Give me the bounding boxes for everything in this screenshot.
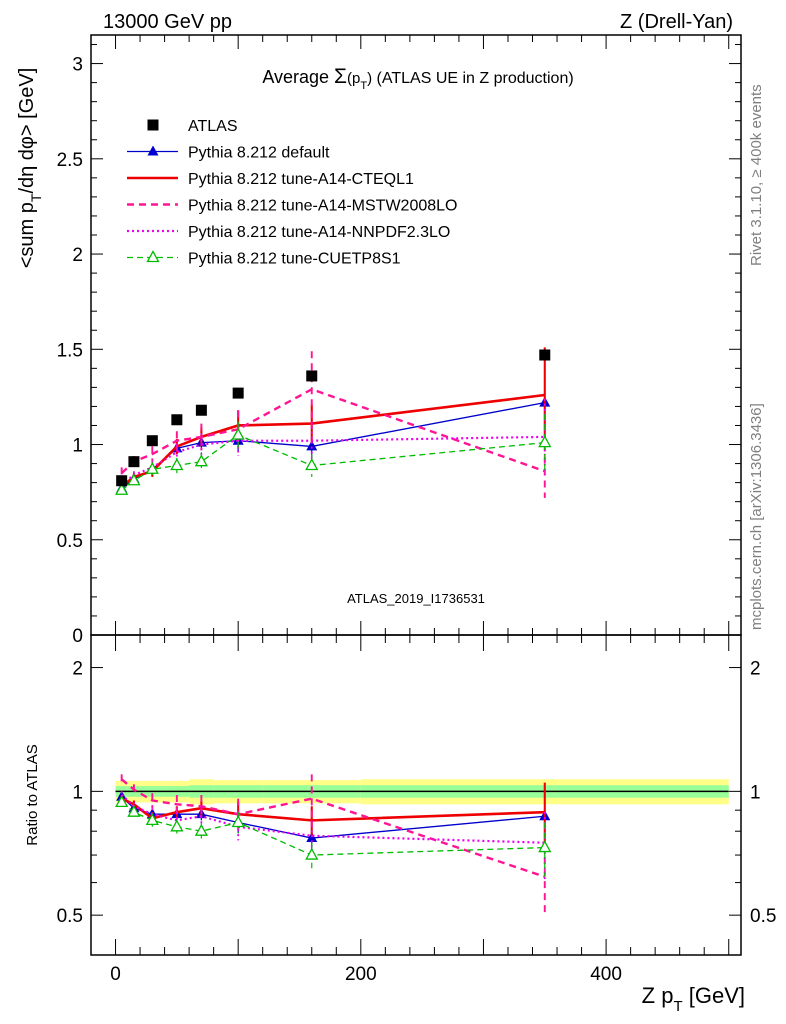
legend-label-cuetp: Pythia 8.212 tune-CUETP8S1	[188, 251, 401, 268]
ratio-nnpdf-line	[120, 794, 545, 844]
main-y-tick-label: 0.5	[57, 531, 83, 552]
ratio-cuetp-point	[194, 823, 208, 836]
legend-marker-default	[147, 145, 159, 156]
x-tick-label: 0	[110, 964, 121, 985]
main-cuetp-line	[121, 434, 545, 491]
ratio-cuetp-point	[127, 804, 141, 817]
ratio-y-tick-label: 2	[72, 659, 83, 680]
ratio-cteql1-line	[121, 797, 545, 822]
legend-label-mstw: Pythia 8.212 tune-A14-MSTW2008LO	[188, 198, 457, 215]
legend-label-cteql1: Pythia 8.212 tune-A14-CTEQL1	[188, 171, 414, 188]
legend: ATLAS Pythia 8.212 default Pythia 8.212 tu…	[127, 118, 457, 268]
rivet-label: Rivet 3.1.10, ≥ 400k events	[748, 84, 765, 266]
main-y-tick-label: 0	[72, 626, 83, 647]
header-left: 13000 GeV pp	[103, 11, 232, 33]
ratio-cuetp-point	[145, 813, 159, 826]
main-ATLAS-point	[171, 414, 183, 426]
main-cuetp-point	[115, 482, 129, 495]
main-cteql1-line	[120, 393, 545, 488]
main-cuetp-point	[231, 427, 245, 440]
legend-marker-ATLAS	[147, 119, 159, 131]
main-ATLAS-point	[195, 404, 207, 416]
main-cuetp-point	[170, 458, 184, 471]
ratio-cuetp-point	[305, 847, 319, 860]
main-ATLAS-point	[128, 456, 140, 468]
ratio-x-axis: 0 200 400	[110, 635, 730, 985]
main-y-tick-label: 2.5	[57, 150, 83, 171]
main-cuetp-point	[305, 458, 319, 471]
ratio-cuetp-point	[538, 840, 552, 853]
ratio-y-tick-label-right: 1	[750, 782, 761, 803]
main-x-ticks	[115, 35, 730, 635]
header-right: Z (Drell-Yan)	[620, 11, 733, 33]
main-ATLAS-point	[146, 435, 158, 447]
ratio-y-tick-label-right: 0.5	[750, 906, 776, 927]
main-y-tick-label: 3	[72, 55, 83, 76]
ratio-cuetp-point	[170, 819, 184, 832]
main-ATLAS-point	[306, 370, 318, 382]
main-panel: 0 0.5 1 1.5 2 2.5 3 Average Σ(pT) (ATLAS UE in…	[16, 34, 742, 647]
main-ATLAS-point	[232, 387, 244, 399]
ratio-y-axis: 0.5 0.5 1 1 2 2	[57, 659, 777, 928]
ratio-series	[115, 774, 552, 916]
x-tick-label: 200	[345, 964, 377, 985]
main-cuetp-point	[194, 454, 208, 467]
x-tick-label: 400	[590, 964, 622, 985]
legend-label-ATLAS: ATLAS	[188, 118, 238, 135]
ratio-panel: 0.5 0.5 1 1 2 2 0 200 400 Ratio to ATLAS Z pT […	[24, 634, 777, 1015]
main-y-axis: 0 0.5 1 1.5 2 2.5 3	[57, 44, 741, 647]
main-cuetp-point	[127, 473, 141, 486]
main-series	[115, 347, 552, 498]
main-ATLAS-point	[539, 349, 551, 361]
mcplots-label: mcplots.cern.ch [arXiv:1306.3436]	[748, 403, 765, 630]
main-y-tick-label: 2	[72, 245, 83, 266]
ratio-mstw-line	[120, 778, 546, 878]
ratio-cuetp-point	[231, 815, 245, 828]
main-ATLAS-point	[116, 475, 128, 487]
main-default-point	[306, 440, 318, 451]
ratio-y-tick-label: 1	[72, 782, 83, 803]
ratio-y-tick-label-right: 2	[750, 659, 761, 680]
legend-label-default: Pythia 8.212 default	[188, 145, 330, 162]
ratio-y-tick-label: 0.5	[57, 906, 83, 927]
ratio-frame	[90, 634, 742, 956]
main-default-line	[121, 401, 545, 489]
main-cuetp-point	[145, 461, 159, 474]
x-axis-label: Z pT [GeV]	[642, 983, 745, 1015]
ratio-cuetp-point	[115, 795, 129, 808]
ratio-cuetp-line	[121, 801, 545, 856]
legend-marker-cuetp	[146, 250, 160, 263]
ratio-band	[115, 779, 729, 805]
main-y-label: <sum pT/dη dφ> [GeV]	[16, 68, 44, 269]
analysis-id: ATLAS_2019_I1736531	[347, 591, 485, 606]
chart-title: Average Σ(pT) (ATLAS UE in Z production)	[262, 65, 573, 92]
legend-label-nnpdf: Pythia 8.212 tune-A14-NNPDF2.3LO	[188, 224, 450, 241]
main-y-tick-label: 1.5	[57, 340, 83, 361]
main-mstw-line	[120, 387, 546, 474]
ratio-y-label: Ratio to ATLAS	[24, 744, 41, 845]
main-y-tick-label: 1	[72, 436, 83, 457]
main-cuetp-point	[538, 435, 552, 448]
